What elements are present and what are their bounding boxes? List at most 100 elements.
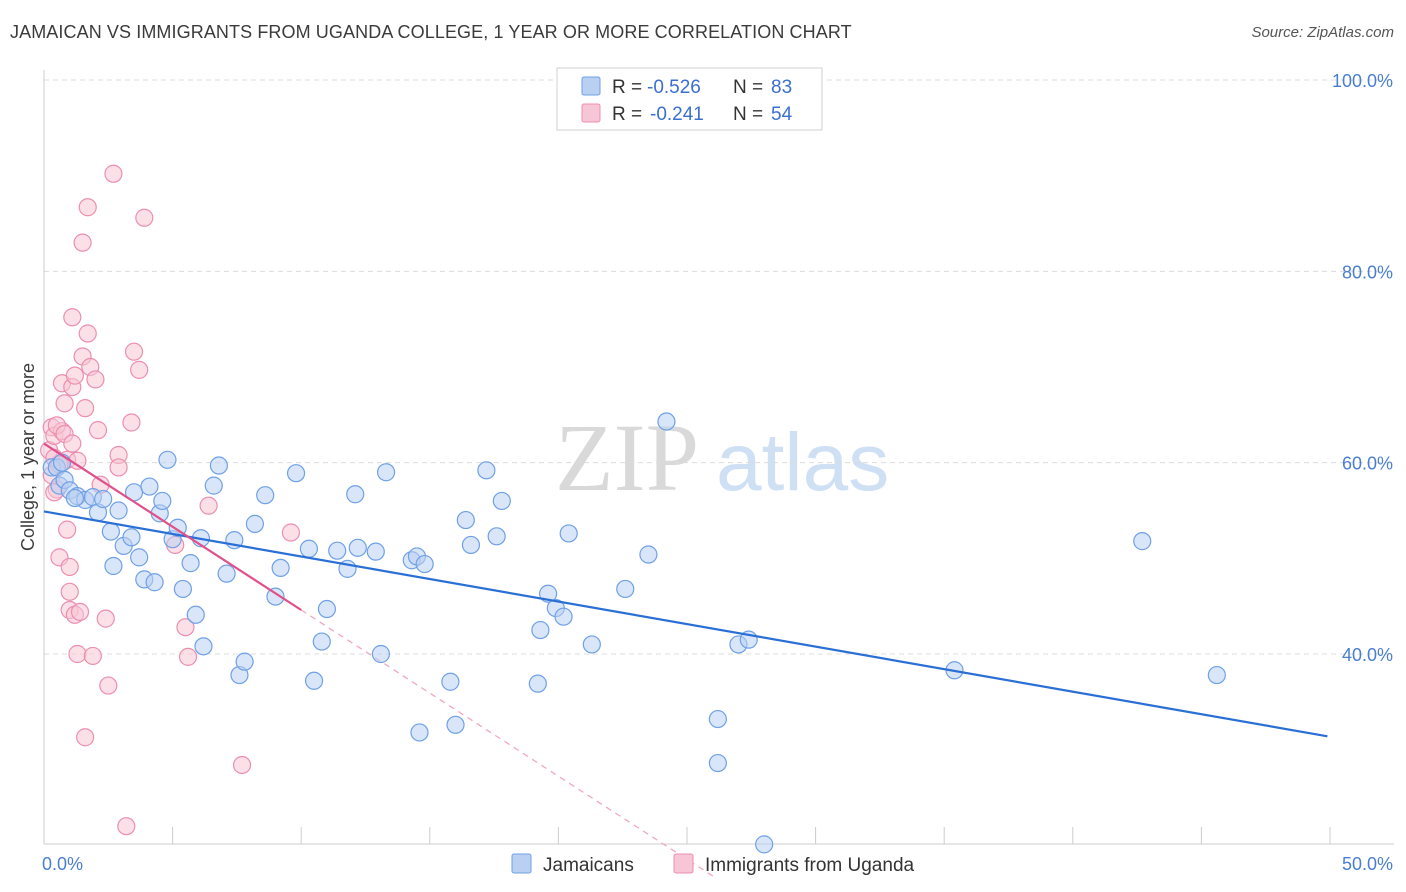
data-point-jamaicans (204, 476, 223, 495)
trend-lines (300, 609, 714, 877)
data-point-jamaicans (101, 522, 120, 541)
data-point-uganda (232, 755, 252, 775)
legend-n-label-1: N = (733, 77, 763, 98)
data-point-jamaicans (130, 548, 149, 567)
legend-r-value-1: -0.526 (647, 77, 701, 98)
data-point-uganda (76, 399, 95, 418)
trend-lines-front (43, 442, 1328, 738)
data-point-jamaicans (65, 488, 84, 508)
series-legend[interactable]: Jamaicans Immigrants from Uganda (511, 853, 915, 876)
data-point-jamaicans (371, 644, 391, 664)
data-point-jamaicans (755, 835, 774, 854)
data-point-jamaicans (531, 620, 550, 640)
data-point-jamaicans (492, 491, 511, 511)
data-point-uganda (78, 198, 97, 217)
series-legend-uganda: Immigrants from Uganda (705, 855, 915, 876)
legend-r-label-1: R = (612, 77, 642, 98)
legend-n-label-2: N = (733, 104, 763, 125)
data-point-jamaicans (286, 464, 306, 483)
data-point-uganda (86, 370, 105, 389)
stats-legend: R = -0.526 N = 83 R = -0.241 N = 54 (556, 67, 823, 131)
data-point-jamaicans (145, 573, 164, 592)
data-point-jamaicans (181, 554, 200, 573)
data-point-jamaicans (312, 632, 331, 651)
data-point-jamaicans (366, 542, 385, 561)
data-point-uganda (73, 233, 92, 252)
data-point-jamaicans (94, 489, 113, 509)
data-point-uganda (109, 458, 128, 477)
data-point-jamaicans (639, 545, 658, 564)
data-point-jamaicans (415, 554, 434, 574)
series-legend-swatch-jamaicans (511, 853, 532, 874)
data-point-uganda (124, 342, 144, 361)
trend-line-uganda-extension (300, 609, 714, 877)
x-tick-label: 0.0% (42, 854, 83, 874)
trend-line-uganda (43, 442, 302, 611)
data-point-jamaicans (348, 538, 367, 557)
data-point-uganda (60, 557, 79, 577)
data-point-jamaicans (235, 652, 254, 671)
data-point-jamaicans (52, 453, 72, 472)
trend-line-jamaicans (43, 510, 1328, 738)
series-legend-swatch-uganda (673, 853, 694, 874)
data-point-uganda (130, 360, 149, 379)
data-point-jamaicans (173, 579, 192, 599)
legend-n-value-1: 83 (771, 77, 792, 98)
data-point-uganda (122, 413, 141, 432)
data-point-jamaicans (194, 637, 213, 656)
data-point-jamaicans (441, 672, 460, 691)
data-point-uganda (70, 602, 90, 622)
data-point-jamaicans (266, 587, 285, 606)
data-point-jamaicans (186, 605, 205, 624)
data-point-jamaicans (122, 528, 141, 547)
data-point-jamaicans (328, 541, 347, 560)
data-point-uganda (58, 520, 77, 539)
watermark-zip: ZIP (555, 404, 699, 511)
data-points (40, 164, 1226, 854)
data-point-jamaicans (158, 450, 177, 469)
source-label: Source: ZipAtlas.com (1251, 24, 1394, 41)
legend-swatch-uganda (581, 103, 601, 123)
data-point-jamaicans (410, 723, 429, 742)
watermark: ZIP atlas (555, 404, 889, 511)
data-point-jamaicans (582, 635, 601, 654)
data-point-jamaicans (708, 709, 727, 729)
data-point-uganda (88, 421, 108, 440)
data-point-jamaicans (456, 510, 475, 530)
data-point-jamaicans (317, 599, 337, 619)
data-point-jamaicans (140, 477, 159, 496)
data-point-uganda (55, 394, 74, 413)
data-point-uganda (83, 646, 102, 666)
data-point-jamaicans (376, 463, 396, 482)
data-point-jamaicans (528, 674, 547, 693)
data-point-jamaicans (271, 558, 290, 578)
data-point-uganda (63, 434, 82, 453)
data-point-jamaicans (559, 524, 578, 543)
data-point-jamaicans (209, 456, 228, 475)
data-point-uganda (63, 308, 82, 327)
data-point-jamaicans (1207, 665, 1226, 685)
y-axis-label: College, 1 year or more (18, 363, 38, 551)
data-point-uganda (96, 609, 115, 628)
x-tick-labels: 0.0% 50.0% (42, 854, 1393, 874)
data-point-jamaicans (554, 607, 573, 626)
y-tick-label: 40.0% (1342, 645, 1393, 665)
gridlines (44, 79, 1394, 655)
data-point-uganda (60, 582, 79, 601)
data-point-jamaicans (217, 564, 236, 583)
data-point-jamaicans (104, 556, 123, 576)
y-tick-labels: 100.0% 80.0% 60.0% 40.0% (1332, 71, 1393, 665)
data-point-uganda (176, 618, 195, 637)
data-point-jamaicans (256, 486, 275, 505)
legend-n-value-2: 54 (771, 104, 793, 125)
data-point-uganda (117, 817, 136, 836)
data-point-jamaicans (461, 535, 481, 555)
data-point-jamaicans (616, 579, 635, 599)
data-point-uganda (178, 647, 198, 666)
series-legend-jamaicans: Jamaicans (543, 855, 634, 876)
data-point-jamaicans (446, 715, 465, 734)
data-point-uganda (65, 366, 84, 385)
data-point-jamaicans (708, 753, 727, 773)
x-tick-label: 50.0% (1342, 854, 1393, 874)
